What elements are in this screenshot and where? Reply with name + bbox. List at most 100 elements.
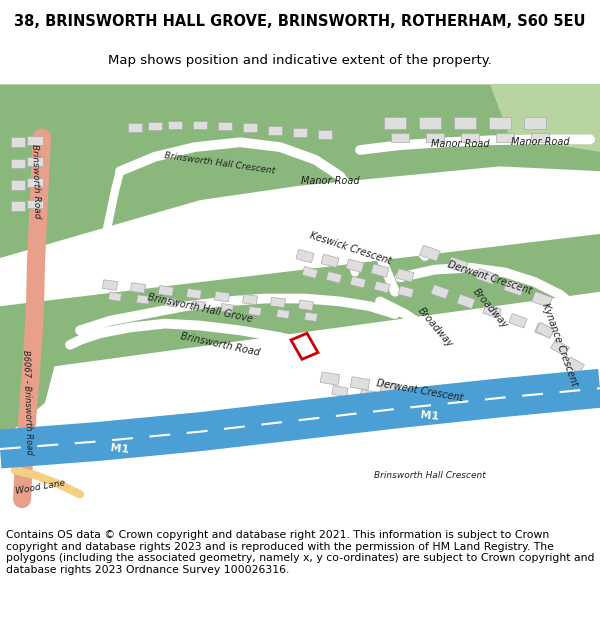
Bar <box>331 414 349 426</box>
Bar <box>483 304 501 318</box>
Bar <box>391 132 409 142</box>
Bar <box>11 159 25 168</box>
Text: 38, BRINSWORTH HALL GROVE, BRINSWORTH, ROTHERHAM, S60 5EU: 38, BRINSWORTH HALL GROVE, BRINSWORTH, R… <box>14 14 586 29</box>
Bar <box>350 276 366 288</box>
Text: B6067 - Brinsworth Road: B6067 - Brinsworth Road <box>20 350 34 455</box>
Bar <box>293 128 307 137</box>
Bar <box>320 372 340 386</box>
Text: Brinsworth Road: Brinsworth Road <box>179 331 260 358</box>
Bar <box>419 245 440 261</box>
Bar <box>496 132 514 142</box>
Bar <box>398 286 414 298</box>
Bar <box>531 132 549 142</box>
Bar <box>448 257 469 272</box>
Bar <box>461 132 479 142</box>
Bar <box>476 268 496 284</box>
Polygon shape <box>490 84 600 152</box>
Bar <box>11 138 25 147</box>
Bar <box>305 312 317 321</box>
Bar <box>168 121 182 129</box>
Bar <box>11 201 25 211</box>
Bar <box>321 254 339 268</box>
Bar <box>158 286 173 296</box>
Bar <box>532 291 553 308</box>
Bar <box>509 314 527 328</box>
Bar <box>380 381 400 395</box>
Polygon shape <box>0 234 600 374</box>
Text: Wood Lane: Wood Lane <box>14 479 65 496</box>
Bar <box>11 180 25 189</box>
Bar <box>346 259 364 272</box>
Bar <box>489 117 511 129</box>
Bar <box>248 306 262 316</box>
Polygon shape <box>0 84 600 258</box>
Bar <box>374 281 390 293</box>
Bar <box>193 301 205 310</box>
Bar <box>302 266 318 278</box>
Bar <box>242 294 257 305</box>
Bar <box>388 393 404 404</box>
Bar <box>27 199 43 208</box>
Bar <box>148 121 162 130</box>
Bar <box>164 298 178 307</box>
Bar <box>326 271 342 283</box>
Bar <box>296 249 314 262</box>
Bar <box>535 323 553 338</box>
Bar <box>271 297 286 308</box>
Text: Brinsworth Hall Crescent: Brinsworth Hall Crescent <box>164 151 276 176</box>
Bar <box>426 132 444 142</box>
Text: Broadway: Broadway <box>470 286 509 330</box>
Bar <box>298 300 314 311</box>
Bar <box>277 309 289 319</box>
Bar <box>536 322 554 338</box>
Bar <box>524 117 546 129</box>
Text: Manor Road: Manor Road <box>511 138 569 148</box>
Bar <box>431 284 449 299</box>
Text: Derwent Crescent: Derwent Crescent <box>376 379 464 404</box>
Bar <box>360 389 376 401</box>
Bar <box>137 295 149 304</box>
Text: Derwent Crescent: Derwent Crescent <box>446 259 533 296</box>
Bar <box>27 158 43 166</box>
Bar <box>268 126 282 135</box>
Text: Manor Road: Manor Road <box>431 139 490 149</box>
Bar <box>214 291 230 302</box>
Bar <box>130 282 146 293</box>
Bar <box>410 386 430 400</box>
Bar <box>27 178 43 187</box>
Bar <box>416 397 432 408</box>
Bar <box>243 124 257 132</box>
Text: Broadway: Broadway <box>416 306 454 349</box>
Bar <box>371 264 389 278</box>
Text: M1: M1 <box>110 443 130 455</box>
Bar <box>128 124 142 132</box>
Text: Brinsworth Hall Grove: Brinsworth Hall Grove <box>146 292 253 324</box>
Bar <box>384 117 406 129</box>
Bar <box>103 280 118 290</box>
Bar <box>221 304 233 312</box>
Bar <box>193 121 207 129</box>
Text: Map shows position and indicative extent of the property.: Map shows position and indicative extent… <box>108 54 492 68</box>
Bar <box>109 292 121 301</box>
Bar <box>566 357 584 373</box>
Bar <box>419 117 441 129</box>
Bar <box>318 130 332 139</box>
Bar <box>218 121 232 130</box>
Text: Brinsworth Hall Crescent: Brinsworth Hall Crescent <box>374 471 486 479</box>
Bar <box>457 294 475 309</box>
Bar <box>503 280 524 296</box>
Bar <box>332 386 348 397</box>
Text: Brinsworth Road: Brinsworth Road <box>30 143 42 218</box>
Bar <box>187 289 202 299</box>
Text: Contains OS data © Crown copyright and database right 2021. This information is : Contains OS data © Crown copyright and d… <box>6 530 595 575</box>
Bar <box>454 117 476 129</box>
Bar <box>396 269 414 282</box>
Bar <box>251 414 269 426</box>
Bar <box>371 414 389 426</box>
Bar <box>440 391 460 404</box>
Bar <box>291 414 309 426</box>
Bar <box>551 340 569 356</box>
Text: Manor Road: Manor Road <box>301 176 359 186</box>
Bar <box>444 401 460 412</box>
Text: M1: M1 <box>420 410 440 422</box>
